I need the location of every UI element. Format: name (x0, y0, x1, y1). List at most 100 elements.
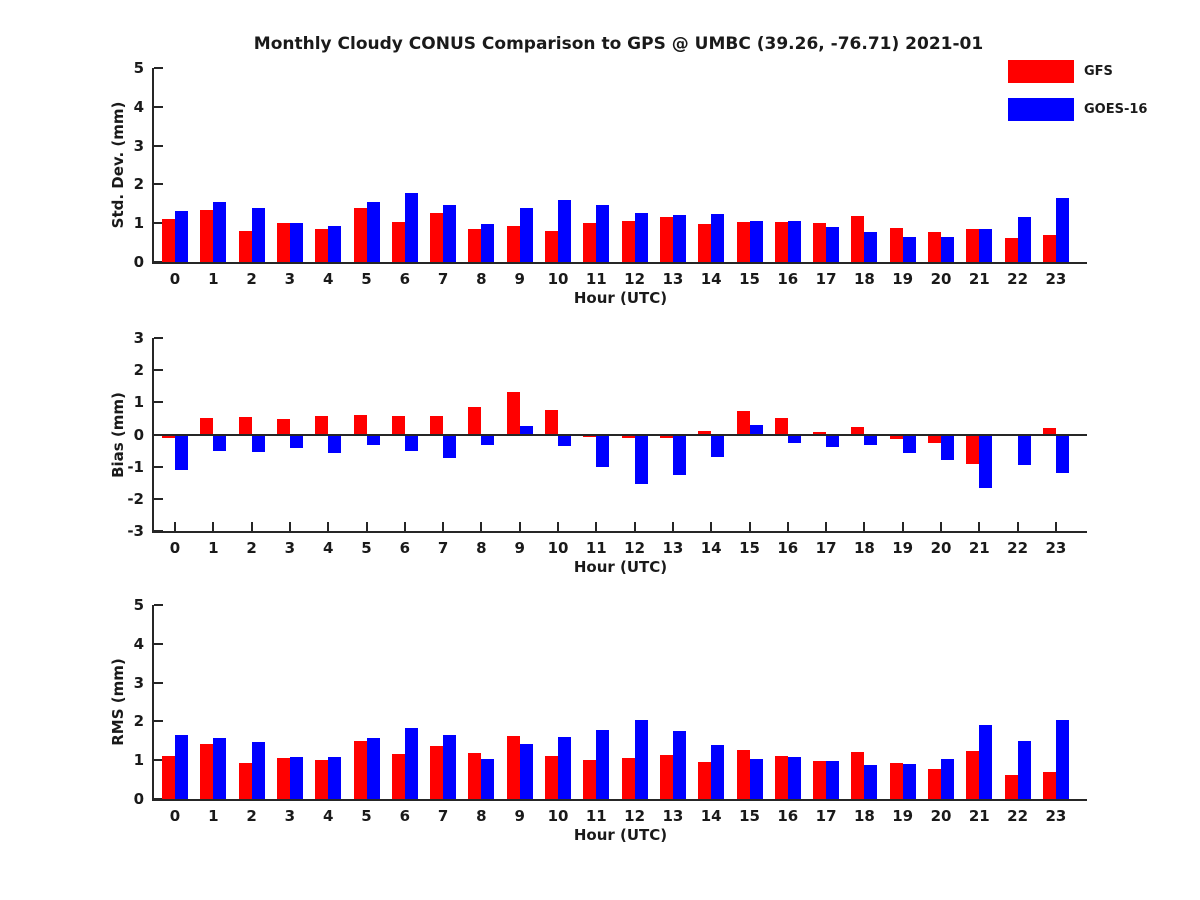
y-tick (154, 222, 163, 225)
bar-goes-16 (289, 434, 303, 448)
bar-gfs (545, 409, 558, 435)
x-tick-label: 13 (662, 270, 684, 288)
bar-goes-16 (634, 213, 648, 262)
bar-goes-16 (596, 730, 610, 799)
x-tick (250, 522, 253, 531)
bar-goes-16 (1017, 216, 1031, 262)
y-tick-label: 3 (133, 329, 144, 347)
bar-gfs (1042, 428, 1056, 435)
x-tick (442, 522, 445, 531)
x-tick-label: 7 (437, 539, 449, 557)
bar-goes-16 (443, 434, 457, 459)
x-tick-label: 16 (777, 539, 799, 557)
bar-gfs (468, 407, 482, 435)
bar-goes-16 (213, 737, 227, 799)
x-tick-label: 16 (777, 270, 799, 288)
bar-gfs (928, 768, 941, 799)
legend-label-gfs: GFS (1084, 64, 1113, 79)
bar-gfs (659, 217, 673, 262)
bar-gfs (545, 230, 558, 262)
bar-goes-16 (1055, 720, 1069, 799)
x-tick-label: 2 (246, 807, 257, 825)
x-axis-label: Hour (UTC) (573, 558, 668, 576)
y-tick-label: 2 (133, 361, 144, 380)
x-tick-label: 9 (514, 807, 525, 825)
x-tick-label: 9 (514, 539, 525, 557)
x-tick-label: 23 (1045, 539, 1067, 557)
x-tick (595, 522, 598, 531)
bar-goes-16 (902, 236, 916, 262)
x-tick-label: 3 (284, 270, 296, 288)
x-tick-label: 4 (322, 807, 334, 825)
bar-gfs (468, 753, 482, 799)
bar-gfs (736, 221, 750, 262)
x-tick (825, 522, 828, 531)
bar-goes-16 (481, 434, 495, 446)
y-tick-label: 5 (133, 59, 144, 77)
bar-goes-16 (328, 434, 342, 453)
chart-title: Monthly Cloudy CONUS Comparison to GPS @… (253, 34, 984, 54)
bar-gfs (1004, 238, 1018, 262)
x-tick-label: 6 (399, 270, 411, 288)
y-tick-label: 2 (133, 175, 144, 194)
x-tick (671, 522, 674, 531)
bar-goes-16 (864, 232, 878, 262)
bar-goes-16 (519, 426, 533, 435)
y-tick-label: 5 (133, 596, 144, 614)
bar-gfs (774, 222, 788, 262)
x-tick-label: 7 (437, 807, 449, 825)
x-tick (1016, 522, 1019, 531)
bar-goes-16 (289, 757, 303, 799)
x-tick-label: 5 (361, 539, 372, 557)
zero-line (154, 433, 1087, 436)
bar-goes-16 (864, 434, 878, 445)
bar-gfs (315, 416, 329, 435)
bar-gfs (315, 229, 329, 262)
x-tick-label: 0 (169, 270, 181, 288)
bar-goes-16 (749, 221, 763, 262)
bar-goes-16 (443, 205, 457, 262)
x-tick-label: 13 (662, 807, 684, 825)
bar-goes-16 (787, 434, 801, 443)
legend-swatch-goes16 (1008, 98, 1074, 121)
x-tick-label: 1 (208, 807, 219, 825)
x-tick-label: 21 (968, 539, 990, 557)
bar-gfs (353, 740, 367, 799)
bar-goes-16 (1017, 434, 1031, 466)
y-tick (154, 497, 163, 500)
bar-gfs (545, 756, 558, 799)
y-tick (154, 530, 163, 532)
bar-goes-16 (404, 192, 418, 262)
x-tick (786, 522, 789, 531)
bar-goes-16 (787, 220, 801, 262)
x-tick-label: 11 (585, 270, 607, 288)
bar-gfs (851, 427, 865, 435)
x-tick-label: 20 (930, 539, 952, 557)
bar-gfs (430, 745, 444, 799)
x-tick-label: 4 (322, 270, 334, 288)
y-tick (154, 261, 163, 263)
x-tick-label: 21 (968, 807, 990, 825)
x-tick (212, 522, 215, 531)
x-tick-label: 4 (322, 539, 334, 557)
bar-goes-16 (672, 731, 686, 799)
bar-gfs (238, 417, 252, 435)
bar-goes-16 (711, 744, 725, 799)
bar-goes-16 (443, 735, 457, 799)
y-tick (154, 183, 163, 186)
x-tick-label: 5 (361, 807, 372, 825)
bar-goes-16 (902, 434, 916, 454)
x-tick (403, 522, 406, 531)
y-tick-label: -3 (127, 522, 144, 540)
x-tick (480, 522, 483, 531)
x-axis-label: Hour (UTC) (573, 826, 668, 844)
y-tick (154, 720, 163, 723)
x-tick (365, 522, 368, 531)
bar-gfs (583, 434, 597, 438)
bar-gfs (1042, 771, 1056, 799)
bar-gfs (391, 753, 405, 799)
bar-goes-16 (366, 434, 380, 446)
bar-gfs (698, 430, 712, 435)
bar-gfs (621, 221, 635, 262)
x-tick-label: 18 (853, 270, 875, 288)
